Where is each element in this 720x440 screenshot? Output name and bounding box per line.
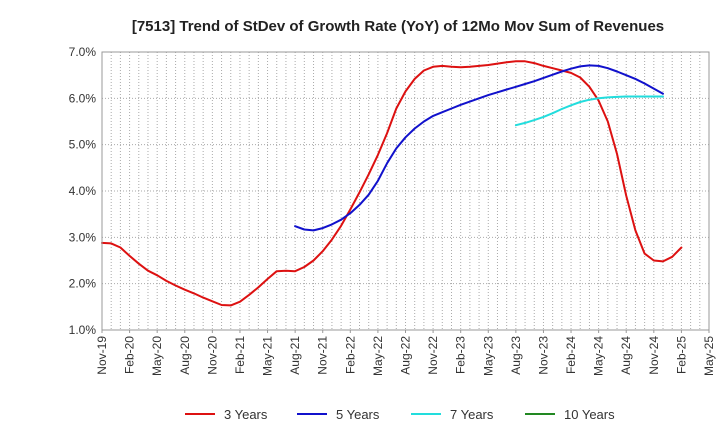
x-tick-label: Nov-20 <box>205 336 219 375</box>
x-tick-label: Nov-23 <box>536 336 550 375</box>
x-tick-label: Nov-24 <box>647 336 661 375</box>
y-tick-label: 4.0% <box>69 184 97 198</box>
x-tick-label: Aug-24 <box>619 336 633 375</box>
legend-item-7-years: 7 Years <box>411 407 494 422</box>
x-tick-label: May-21 <box>261 336 275 376</box>
x-tick-label: Feb-21 <box>233 336 247 374</box>
x-tick-label: May-23 <box>481 336 495 376</box>
series-line-5-years <box>294 64 664 232</box>
series-lines <box>101 60 683 307</box>
legend-label: 5 Years <box>336 407 380 422</box>
legend-label: 7 Years <box>450 407 494 422</box>
x-tick-label: Aug-22 <box>399 336 413 375</box>
x-tick-label: Aug-23 <box>509 336 523 375</box>
x-axis: Nov-19 Feb-20 May-20 Aug-20 Nov-20 Feb-21 May-… <box>95 330 716 376</box>
legend-item-5-years: 5 Years <box>297 407 380 422</box>
x-tick-label: Nov-21 <box>316 336 330 375</box>
x-tick-label: Feb-25 <box>674 336 688 374</box>
y-tick-label: 5.0% <box>69 138 97 152</box>
y-tick-label: 2.0% <box>69 277 97 291</box>
x-tick-label: Aug-21 <box>288 336 302 375</box>
x-tick-label: May-25 <box>702 336 716 376</box>
y-axis: 1.0% 2.0% 3.0% 4.0% 5.0% 6.0% 7.0% <box>69 45 97 337</box>
legend-label: 3 Years <box>224 407 268 422</box>
legend-item-10-years: 10 Years <box>525 407 615 422</box>
legend: 3 Years 5 Years 7 Years 10 Years <box>185 407 615 422</box>
x-tick-label: Nov-22 <box>426 336 440 375</box>
x-tick-label: Feb-20 <box>123 336 137 374</box>
x-tick-label: Nov-19 <box>95 336 109 375</box>
x-tick-label: Feb-22 <box>343 336 357 374</box>
x-tick-label: Feb-23 <box>454 336 468 374</box>
x-tick-label: Feb-24 <box>564 336 578 374</box>
x-tick-label: May-24 <box>592 336 606 376</box>
x-tick-label: May-22 <box>371 336 385 376</box>
series-line-7-years <box>514 95 664 127</box>
legend-label: 10 Years <box>564 407 615 422</box>
x-tick-label: Aug-20 <box>178 336 192 375</box>
chart-title: [7513] Trend of StDev of Growth Rate (Yo… <box>132 18 664 35</box>
y-tick-label: 7.0% <box>69 45 97 59</box>
y-tick-label: 3.0% <box>69 230 97 244</box>
y-tick-label: 6.0% <box>69 91 97 105</box>
legend-item-3-years: 3 Years <box>185 407 268 422</box>
x-tick-label: May-20 <box>150 336 164 376</box>
grid <box>102 52 709 330</box>
y-tick-label: 1.0% <box>69 323 97 337</box>
series-line-3-years <box>101 60 683 307</box>
